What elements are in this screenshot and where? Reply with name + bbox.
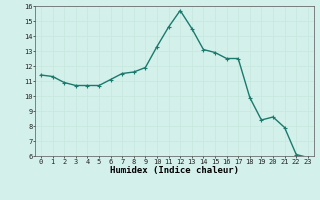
X-axis label: Humidex (Indice chaleur): Humidex (Indice chaleur) xyxy=(110,166,239,175)
